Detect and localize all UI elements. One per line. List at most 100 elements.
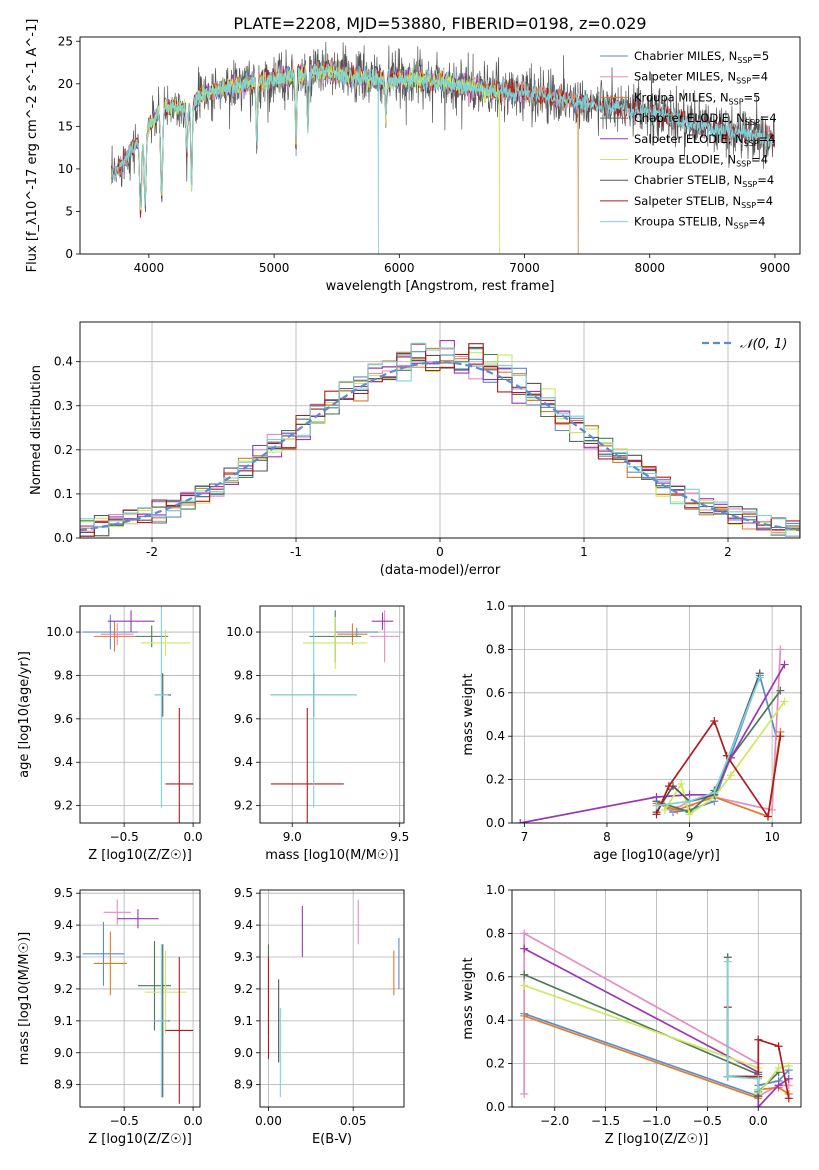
massweight-vs-age-marker-salpeter-stelib [763, 812, 772, 821]
spectrum-xtick-label: 8000 [634, 261, 665, 275]
massweight-vs-Z-ytick-label: 0.8 [486, 926, 505, 940]
massweight-vs-Z-frame [511, 889, 802, 1108]
mass-vs-Z-xtick-label: −0.5 [110, 1114, 139, 1128]
mass-vs-EBV-ytick-label: 9.0 [234, 1046, 253, 1060]
massweight-vs-age-marker-salpeter-elodie [652, 792, 661, 801]
mass-vs-Z-errorbar-chabrier-miles [82, 921, 125, 986]
massweight-vs-age-xtick-label: 8 [603, 830, 611, 844]
massweight-vs-Z-marker-kroupa-elodie [784, 1061, 793, 1070]
mass-vs-Z-chart: −0.5 0.0 8.9 9.0 9.1 9.2 9.3 9.4 9.5 Z [log10(Z/Z… [17, 886, 203, 1147]
age-vs-Z-ytick-label: 9.2 [54, 799, 73, 813]
residuals-ylabel: Normed distribution [29, 365, 44, 495]
age-vs-mass-errorbar-kroupa-stelib [270, 606, 357, 808]
age-vs-mass-errorbar-kroupa-elodie [302, 616, 368, 669]
age-vs-Z-errorbar-kroupa-elodie [140, 629, 191, 656]
mass-vs-EBV-xtick-label: 0.00 [255, 1114, 282, 1128]
massweight-vs-Z-marker-salpeter-stelib [774, 1042, 783, 1051]
massweight-vs-age-xtick-label: 7 [521, 830, 529, 844]
massweight-vs-age-marker-kroupa-stelib [685, 797, 694, 806]
mass-vs-EBV-ytick-label: 9.2 [234, 982, 253, 996]
histogram-kroupa-stelib [80, 342, 800, 538]
mass-vs-Z-errorbar-salpeter-miles [103, 899, 132, 926]
massweight-vs-Z-marker-chabrier-elodie [520, 970, 529, 979]
massweight-vs-Z-marker-salpeter-elodie [784, 1074, 793, 1083]
legend-entry-kroupa-elodie: Kroupa ELODIE, NSSP=4 [634, 153, 768, 169]
massweight-vs-age-marker-kroupa-stelib [710, 788, 719, 797]
legend-entry-chabrier-miles: Chabrier MILES, NSSP=5 [634, 49, 769, 65]
massweight-vs-age-ylabel: mass weight [461, 673, 476, 755]
massweight-vs-Z-ytick-label: 0.0 [486, 1100, 505, 1114]
age-vs-Z-errorbar-chabrier-elodie [135, 625, 169, 648]
age-vs-Z-xlabel: Z [log10(Z/Z☉)] [88, 848, 192, 863]
legend-entry-salpeter-stelib: Salpeter STELIB, NSSP=4 [634, 194, 773, 210]
massweight-vs-Z-xlabel: Z [log10(Z/Z☉)] [605, 1132, 709, 1147]
mass-vs-Z-grid [80, 890, 200, 1107]
age-vs-Z-xtick-label: 0.0 [184, 830, 203, 844]
massweight-vs-Z-marker-kroupa-stelib [723, 1072, 732, 1081]
mass-vs-EBV-ytick-label: 9.4 [234, 918, 253, 932]
massweight-vs-Z-marker-kroupa-elodie [774, 1063, 783, 1072]
residuals-xtick-label: 2 [724, 545, 732, 559]
massweight-vs-age-marker-salpeter-stelib [710, 717, 719, 726]
massweight-vs-age-plot-area [516, 645, 789, 823]
massweight-vs-age-series-salpeter-elodie [520, 664, 786, 823]
massweight-vs-age-xlabel: age [log10(age/yr)] [593, 848, 720, 863]
massweight-vs-Z-marker-kroupa-stelib [754, 1074, 763, 1083]
mass-vs-Z-errorbar-kroupa-stelib [154, 944, 169, 1098]
age-vs-Z-plot-area [82, 606, 194, 823]
mass-vs-Z-errorbar-salpeter-stelib [165, 957, 194, 1104]
massweight-vs-Z-marker-salpeter-miles [520, 1089, 529, 1098]
age-vs-Z-errorbar-kroupa-miles [93, 621, 136, 652]
spectrum-legend: Chabrier MILES, NSSP=5 Salpeter MILES, NS… [600, 49, 777, 231]
legend-entry-chabrier-elodie: Chabrier ELODIE, NSSP=4 [634, 111, 777, 127]
massweight-vs-Z-marker-salpeter-elodie [754, 1103, 763, 1107]
massweight-vs-age-ytick-label: 0.6 [486, 686, 505, 700]
massweight-vs-Z-series-salpeter-elodie [523, 947, 790, 1107]
legend-entry-kroupa-stelib: Kroupa STELIB, NSSP=4 [634, 215, 765, 231]
spectrum-xtick-label: 7000 [509, 261, 540, 275]
gaussian-curve [80, 360, 800, 532]
mass-vs-Z-ytick-label: 9.5 [54, 886, 73, 900]
massweight-vs-age-marker-kroupa-elodie [780, 697, 789, 706]
massweight-vs-age-marker-kroupa-elodie [660, 805, 669, 814]
massweight-vs-age-ytick-label: 0.4 [486, 729, 505, 743]
age-vs-mass-errorbar-chabrier-miles [335, 627, 379, 637]
massweight-vs-age-marker-salpeter-elodie [516, 819, 525, 823]
legend-entry-salpeter-elodie: Salpeter ELODIE, NSSP=4 [634, 132, 776, 148]
massweight-vs-Z-ytick-label: 0.6 [486, 970, 505, 984]
age-vs-mass-xlabel: mass [log10(M/M☉)] [265, 848, 398, 863]
mass-vs-Z-errorbar-salpeter-elodie [117, 909, 159, 929]
mass-vs-Z-plot-area [82, 899, 194, 1104]
massweight-vs-Z-series-kroupa-stelib [726, 961, 760, 1090]
mass-vs-Z-ytick-label: 9.0 [54, 1046, 73, 1060]
legend-entry-salpeter-miles: Salpeter MILES, NSSP=4 [634, 70, 768, 86]
massweight-vs-Z-plot-area [520, 929, 793, 1107]
age-vs-Z-frame [79, 605, 201, 824]
massweight-vs-Z-xtick-label: −0.5 [693, 1114, 722, 1128]
mass-vs-EBV-chart: 0.00 0.05 8.9 9.0 9.1 9.2 9.3 9.4 9.5 E(B-V) [234, 886, 405, 1147]
residuals-xtick-label: 1 [580, 545, 588, 559]
spectrum-xtick-label: 5000 [259, 261, 290, 275]
age-vs-mass-plot-area [270, 606, 400, 823]
massweight-vs-Z-marker-kroupa-stelib [723, 957, 732, 966]
mass-vs-EBV-xtick-label: 0.05 [340, 1114, 367, 1128]
massweight-vs-Z-marker-salpeter-elodie [774, 1081, 783, 1090]
massweight-vs-Z-xtick-label: −1.5 [591, 1114, 620, 1128]
massweight-vs-age-series-chabrier-stelib [655, 673, 761, 813]
spectrum-ylabel: Flux [f_λ10^-17 erg cm^-2 s^-1 A^-1] [25, 19, 40, 273]
massweight-vs-age-marker-salpeter-elodie [780, 660, 789, 669]
massweight-vs-Z-xtick-label: −2.0 [540, 1114, 569, 1128]
age-vs-Z-ylabel: age [log10(age/yr)] [17, 651, 32, 778]
age-vs-mass-ytick-label: 9.2 [234, 799, 253, 813]
spectrum-ytick-label: 25 [58, 34, 73, 48]
massweight-vs-age-ytick-label: 0.8 [486, 642, 505, 656]
legend-gaussian-label: 𝒩(0, 1) [740, 337, 787, 352]
age-vs-Z-chart: −0.5 0.0 9.2 9.4 9.6 9.8 10.0 Z [log10(Z/Z☉)] ag… [17, 605, 203, 863]
massweight-vs-Z-chart: −2.0 −1.5 −1.0 −0.5 0.0 0.0 0.2 0.4 0.6 0.8 1.0 Z [… [461, 883, 802, 1147]
massweight-vs-age-marker-kroupa-elodie [685, 810, 694, 819]
age-vs-Z-xtick-label: −0.5 [110, 830, 139, 844]
spectrum-xtick-label: 4000 [134, 261, 165, 275]
mass-vs-EBV-frame [259, 889, 405, 1108]
age-vs-mass-frame [259, 605, 405, 824]
